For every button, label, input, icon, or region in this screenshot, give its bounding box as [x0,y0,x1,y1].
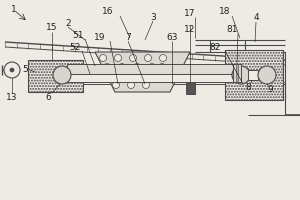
Text: 15: 15 [46,23,58,32]
Text: 51: 51 [72,30,84,40]
Circle shape [53,66,71,84]
Circle shape [145,54,152,62]
Circle shape [232,66,250,84]
Circle shape [115,54,122,62]
Text: 9: 9 [267,84,273,94]
Circle shape [134,64,140,71]
Circle shape [130,54,136,62]
Circle shape [112,82,119,88]
Circle shape [4,62,20,78]
Circle shape [118,64,125,71]
Circle shape [160,54,167,62]
Text: 5: 5 [22,66,28,74]
Bar [186,82,195,94]
Circle shape [128,82,134,88]
Circle shape [103,64,110,71]
Polygon shape [95,52,190,92]
Text: 18: 18 [219,7,231,17]
Circle shape [139,72,145,79]
Bar [67,74,236,82]
Circle shape [109,72,116,79]
Circle shape [142,82,149,88]
Text: 82: 82 [209,43,221,51]
Text: 52: 52 [69,43,81,51]
Circle shape [10,68,14,72]
Circle shape [124,72,130,79]
Text: 7: 7 [125,32,131,42]
Bar [225,50,283,100]
Bar [233,64,241,82]
Text: 3: 3 [150,12,156,21]
Text: 12: 12 [184,24,196,33]
Bar [67,64,236,74]
Text: 6: 6 [45,92,51,102]
Text: 17: 17 [184,8,196,18]
Text: 81: 81 [226,25,238,34]
Text: 16: 16 [102,7,114,17]
Bar [236,64,238,82]
Circle shape [158,64,166,71]
Circle shape [100,54,106,62]
Text: 63: 63 [166,32,178,42]
Text: 2: 2 [65,19,71,27]
Circle shape [148,64,155,71]
Text: 8: 8 [245,82,251,92]
Text: 4: 4 [253,14,259,22]
Bar [28,60,83,92]
Text: 13: 13 [6,92,18,102]
Circle shape [152,72,158,79]
Circle shape [258,66,276,84]
Bar [248,70,258,80]
Text: 1: 1 [11,5,17,15]
Text: 19: 19 [94,32,106,42]
